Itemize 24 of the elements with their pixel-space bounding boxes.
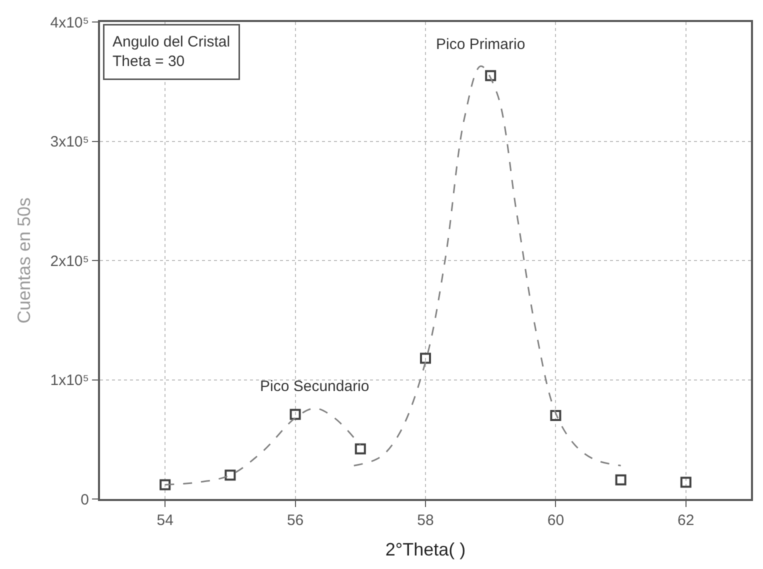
point [420, 352, 431, 364]
annotation: Pico Primario [436, 36, 526, 53]
point [354, 443, 366, 454]
x-tick-label: 60 [547, 512, 564, 529]
y-tick-label: 2x10⁵ [50, 252, 89, 270]
y-tick-label: 4x10⁵ [50, 14, 89, 32]
annotation: Pico Secundario [260, 378, 370, 395]
point [290, 408, 301, 420]
x-tick-label: 62 [678, 512, 694, 529]
x-tick-label: 58 [417, 512, 434, 529]
y-tick-label: 0 [80, 491, 89, 508]
y-tick-label: 3x10⁵ [50, 134, 89, 150]
point [680, 476, 692, 488]
point [550, 410, 562, 422]
annotation: Angulo del Cristal Theta = 30 [112, 34, 230, 70]
x-tick-label: 54 [156, 512, 174, 529]
y-axis-title: Cuentas en 50s [14, 197, 34, 324]
x-axis-title: 2°Theta( ) [385, 540, 466, 560]
y-tick-label: 1x10⁵ [50, 372, 89, 389]
point [224, 470, 236, 481]
point [615, 474, 626, 486]
x-tick-label: 56 [286, 512, 304, 529]
point [160, 479, 171, 490]
point [485, 70, 496, 82]
